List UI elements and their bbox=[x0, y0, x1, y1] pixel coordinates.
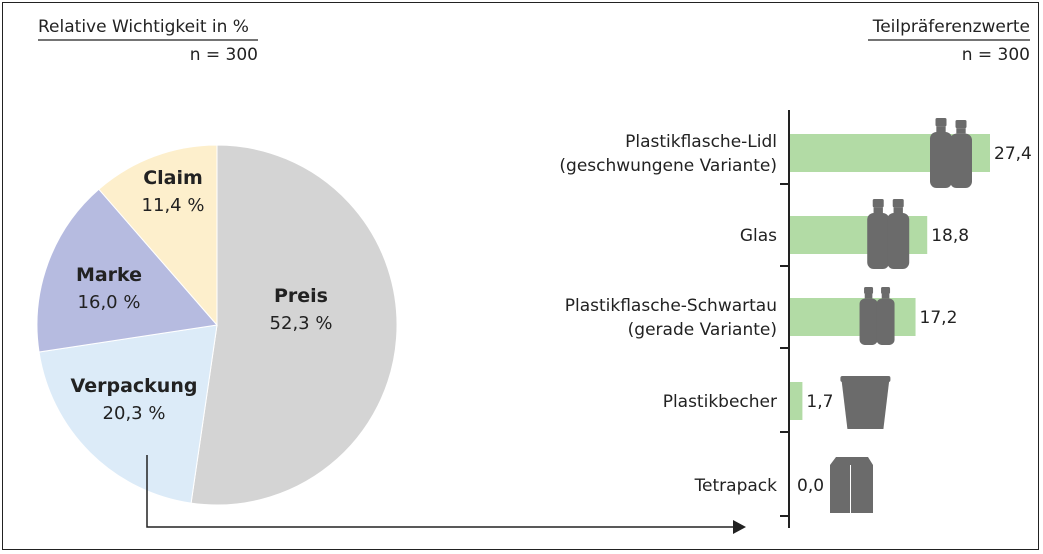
pie-value-claim: 11,4 % bbox=[142, 195, 205, 216]
bar-value-label: 17,2 bbox=[920, 308, 958, 328]
glass-jar-icon bbox=[867, 199, 910, 269]
pie-label-preis: Preis bbox=[274, 285, 328, 307]
bar-category-label: Plastikbecher bbox=[663, 392, 777, 412]
bar-category-label: Plastikflasche-Schwartau bbox=[565, 296, 777, 316]
bar-category-label: Glas bbox=[740, 226, 777, 246]
bar bbox=[790, 382, 803, 420]
pie-chart: Preis 52,3 % Verpackung 20,3 % Marke 16,0 % Cl… bbox=[36, 144, 398, 506]
pie-slice-verpackung bbox=[38, 324, 218, 504]
pie-label-claim: Claim bbox=[143, 167, 203, 189]
pie-label-verpackung: Verpackung bbox=[71, 375, 198, 397]
curved-bottle-icon bbox=[930, 118, 972, 188]
pie-value-marke: 16,0 % bbox=[78, 292, 141, 313]
right-header-n: n = 300 bbox=[962, 45, 1030, 65]
left-header-n: n = 300 bbox=[190, 45, 258, 65]
bar-value-label: 1,7 bbox=[806, 392, 833, 412]
straight-bottle-icon bbox=[859, 287, 895, 345]
connector-arrow bbox=[146, 455, 746, 534]
plastic-cup-icon bbox=[840, 376, 891, 429]
tetrapack-icon bbox=[830, 457, 873, 513]
pie-value-preis: 52,3 % bbox=[270, 313, 333, 334]
pie-value-verpackung: 20,3 % bbox=[103, 403, 166, 424]
bar-category-label: Plastikflasche-Lidl bbox=[625, 132, 777, 152]
pie-slice-preis bbox=[190, 144, 398, 506]
pie-label-marke: Marke bbox=[76, 264, 142, 286]
bar-category-label: (geschwungene Variante) bbox=[559, 156, 777, 176]
bar-chart: Plastikflasche-Lidl (geschwungene Variant… bbox=[559, 110, 1032, 528]
bar-value-label: 0,0 bbox=[797, 476, 824, 496]
left-header-title: Relative Wichtigkeit in % bbox=[38, 17, 249, 37]
bar-value-label: 27,4 bbox=[994, 144, 1032, 164]
pie-slice-claim bbox=[98, 144, 218, 327]
right-header-title: Teilpräferenzwerte bbox=[872, 17, 1030, 37]
bar-category-label: (gerade Variante) bbox=[628, 320, 777, 340]
bar-category-label: Tetrapack bbox=[694, 476, 778, 496]
pie-slice-marke bbox=[36, 188, 218, 353]
bar bbox=[790, 298, 916, 336]
bar-value-label: 18,8 bbox=[931, 226, 969, 246]
